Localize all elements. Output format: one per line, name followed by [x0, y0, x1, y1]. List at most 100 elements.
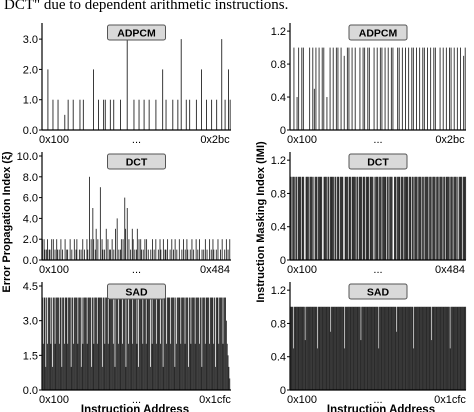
x-tick-label: 0x100 — [287, 134, 317, 146]
bar — [57, 99, 59, 130]
bar — [171, 297, 173, 390]
bar — [433, 47, 435, 130]
bar — [448, 306, 450, 390]
bar — [344, 348, 346, 390]
bar — [362, 306, 364, 390]
y-tick-label: 10.0 — [17, 151, 38, 163]
bar — [427, 47, 428, 130]
bar — [302, 306, 304, 390]
bar — [433, 306, 435, 390]
bar — [203, 249, 205, 260]
bar — [451, 176, 452, 260]
x-tick-label: 0x100 — [39, 394, 69, 406]
bar — [358, 306, 360, 390]
bar — [414, 176, 416, 260]
bar — [143, 99, 145, 130]
bar — [175, 297, 177, 390]
bar — [47, 69, 49, 130]
bar — [360, 340, 362, 390]
bar — [213, 343, 215, 390]
bar — [296, 176, 298, 260]
bar — [344, 306, 346, 390]
bar — [444, 176, 445, 260]
bar — [347, 176, 348, 260]
y-tick-label: 0 — [280, 385, 286, 397]
bar — [157, 249, 159, 260]
bar — [130, 249, 132, 260]
bar — [79, 297, 81, 390]
bar — [455, 176, 457, 260]
bar — [115, 228, 116, 260]
bar — [448, 306, 450, 390]
bar — [48, 249, 50, 260]
bar — [338, 306, 340, 390]
y-tick-label: 6.0 — [23, 193, 38, 205]
bar — [389, 306, 391, 390]
bar — [126, 39, 128, 131]
bar — [320, 176, 322, 260]
bar — [135, 297, 137, 390]
bar — [463, 176, 465, 260]
bar — [429, 176, 431, 260]
bar — [379, 176, 381, 260]
bar — [397, 176, 399, 260]
bar — [195, 297, 197, 390]
bar — [88, 297, 90, 390]
bar — [321, 176, 323, 260]
bar — [380, 176, 382, 260]
bar — [139, 297, 140, 390]
bar — [212, 239, 214, 260]
bar — [183, 239, 184, 260]
bar — [463, 306, 465, 390]
bar — [407, 306, 409, 390]
bar — [215, 249, 217, 260]
bar — [169, 297, 171, 390]
bar — [410, 176, 412, 260]
bar — [211, 297, 213, 390]
panels: 0.0 1.0 2.0 3.0 0x100... 0x2bc ADPCM 0 0.4 0.8 1.2… — [17, 23, 466, 406]
bar — [130, 297, 132, 390]
bar — [401, 47, 403, 130]
bar — [155, 343, 157, 390]
chart-panel-1: 0.0 1.0 2.0 3.0 0x100... 0x2bc ADPCM — [23, 23, 231, 146]
x-tick-label: 0x100 — [287, 394, 317, 406]
bar — [334, 176, 336, 260]
bar — [393, 176, 395, 260]
bar — [62, 297, 64, 390]
chart-title: DCT — [126, 157, 148, 169]
bar — [329, 306, 331, 390]
bar — [147, 249, 149, 260]
bar — [143, 297, 145, 390]
bar — [361, 306, 363, 390]
bar — [298, 176, 300, 260]
bar — [320, 306, 322, 390]
bar — [426, 176, 428, 260]
bar — [225, 297, 226, 390]
bar — [348, 176, 350, 260]
bar — [354, 306, 356, 390]
bar — [331, 306, 332, 390]
bar — [155, 99, 157, 130]
bar — [370, 306, 372, 390]
bar — [200, 297, 202, 390]
bar — [463, 55, 465, 131]
bar — [152, 297, 154, 390]
bar — [58, 343, 60, 390]
bar — [391, 306, 393, 390]
bar — [171, 297, 172, 390]
bar — [188, 297, 190, 390]
bar — [138, 366, 140, 390]
bar — [346, 176, 348, 260]
bar — [310, 306, 311, 390]
bar — [378, 348, 380, 390]
bar — [451, 306, 453, 390]
bar — [71, 249, 73, 260]
bar — [418, 176, 420, 260]
bar — [361, 176, 363, 260]
bar — [177, 99, 179, 130]
bar — [109, 249, 111, 260]
bar — [324, 176, 326, 260]
chart-title-box — [348, 153, 408, 170]
bar — [302, 47, 304, 130]
y-tick-label: 3.0 — [23, 316, 38, 328]
